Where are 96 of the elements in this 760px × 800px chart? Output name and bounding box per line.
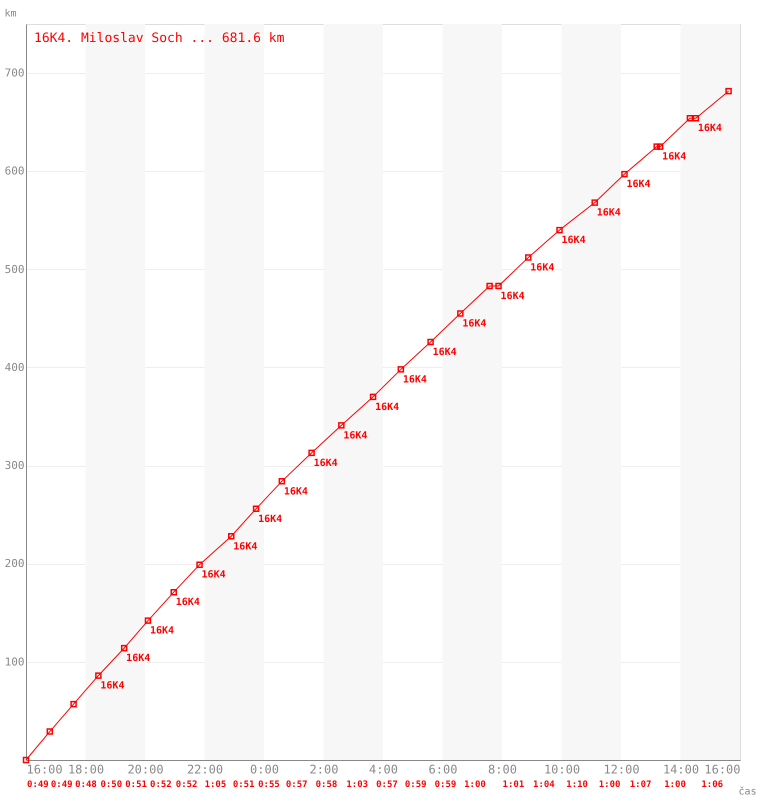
point bbox=[170, 588, 178, 596]
text: 16K4. Miloslav Soch ... 681.6 km bbox=[34, 31, 285, 46]
x-tick-label: 8:00 bbox=[488, 762, 517, 776]
point bbox=[486, 282, 493, 290]
text: 0:55 bbox=[258, 780, 280, 790]
x-tick-label: 0:00 bbox=[250, 762, 279, 776]
x-tick-label: 4:00 bbox=[369, 762, 398, 776]
point bbox=[556, 226, 563, 234]
point bbox=[495, 282, 502, 290]
annotation: 16K4 bbox=[530, 262, 554, 274]
point bbox=[252, 506, 260, 512]
y-tick-label: 500 bbox=[4, 262, 24, 276]
point bbox=[120, 644, 128, 652]
x-tick-label: 6:00 bbox=[428, 762, 458, 776]
y-tick-label: 200 bbox=[4, 557, 24, 570]
text: 1:00 bbox=[664, 780, 686, 790]
annotation: 16K4 bbox=[500, 291, 525, 302]
x-tick-label: 18:00 bbox=[68, 762, 104, 776]
annotation: 16K4 bbox=[100, 680, 124, 692]
point bbox=[692, 114, 700, 122]
annotation: 16K4 bbox=[375, 402, 400, 413]
point bbox=[308, 450, 315, 456]
text: 1:00 bbox=[598, 780, 620, 790]
text: 1:06 bbox=[701, 780, 724, 790]
annotation: 16K4 bbox=[314, 458, 338, 469]
annotation: 16K4 bbox=[626, 179, 651, 190]
text: 1:01 bbox=[502, 780, 524, 790]
text: 0:57 bbox=[286, 780, 308, 790]
annotation: 16K4 bbox=[698, 123, 722, 134]
point bbox=[525, 254, 532, 261]
point bbox=[725, 88, 732, 94]
point bbox=[70, 700, 77, 708]
annotation: 16K4 bbox=[150, 626, 174, 637]
y-tick-label: 700 bbox=[4, 66, 24, 80]
point bbox=[591, 199, 598, 206]
x-axis-title: čas bbox=[738, 786, 756, 798]
y-tick-label: 600 bbox=[4, 164, 24, 178]
annotation: 16K4 bbox=[176, 597, 200, 608]
y-axis-title: km bbox=[4, 8, 17, 20]
x-tick-label: 16:00 bbox=[704, 762, 740, 776]
point bbox=[656, 143, 664, 150]
point bbox=[427, 338, 434, 346]
x-tick-label: 10:00 bbox=[544, 762, 580, 776]
text: 0:51 bbox=[125, 780, 147, 790]
text: 0:59 bbox=[434, 780, 456, 790]
annotation: 16K4 bbox=[596, 208, 621, 219]
text: 0:49 bbox=[50, 780, 73, 790]
text: 0:58 bbox=[316, 780, 338, 790]
text: 0:48 bbox=[75, 780, 97, 790]
x-tick-label: 2:00 bbox=[310, 762, 338, 776]
x-tick-label: 20:00 bbox=[127, 762, 164, 776]
x-tick-label: 14:00 bbox=[662, 762, 700, 776]
point bbox=[653, 143, 660, 150]
point bbox=[228, 533, 235, 540]
text: 0:57 bbox=[376, 780, 398, 790]
point bbox=[144, 617, 152, 624]
annotation: 16K4 bbox=[402, 374, 427, 386]
point bbox=[196, 561, 203, 568]
annotation: 16K4 bbox=[258, 514, 282, 525]
point bbox=[278, 478, 286, 485]
text: 0:52 bbox=[150, 780, 172, 790]
text: 1:05 bbox=[204, 780, 226, 790]
point bbox=[22, 756, 30, 764]
annotation: 16K4 bbox=[462, 318, 486, 330]
text: 1:03 bbox=[346, 780, 368, 790]
point bbox=[95, 672, 102, 679]
text: 1:00 bbox=[464, 780, 486, 790]
annotation: 16K4 bbox=[562, 235, 586, 246]
text: 1:10 bbox=[566, 780, 588, 790]
annotation: 16K4 bbox=[662, 152, 686, 163]
y-tick-label: 100 bbox=[4, 655, 24, 668]
annotation: 16K4 bbox=[343, 430, 368, 442]
point bbox=[621, 170, 628, 178]
text: 0:59 bbox=[404, 780, 427, 790]
text: 0:52 bbox=[176, 780, 198, 790]
point bbox=[46, 728, 54, 735]
text: 1:07 bbox=[630, 780, 652, 790]
x-tick-label: 12:00 bbox=[603, 762, 640, 776]
y-tick-label: 300 bbox=[4, 459, 24, 472]
text: 0:51 bbox=[232, 780, 255, 790]
point bbox=[457, 310, 464, 317]
point bbox=[686, 114, 694, 122]
annotation: 16K4 bbox=[202, 570, 226, 581]
x-tick-label: 16:00 bbox=[26, 762, 63, 776]
annotation: 16K4 bbox=[233, 541, 258, 552]
text: 0:49 bbox=[27, 780, 49, 790]
x-tick-label: 22:00 bbox=[186, 762, 224, 776]
y-tick-label: 400 bbox=[4, 360, 24, 374]
annotation: 16K4 bbox=[284, 486, 308, 498]
annotation: 16K4 bbox=[432, 346, 457, 358]
annotation: 16K4 bbox=[126, 653, 150, 664]
point bbox=[398, 366, 404, 373]
text: 1:04 bbox=[533, 780, 556, 790]
text: 0:50 bbox=[100, 780, 122, 790]
point bbox=[338, 422, 345, 429]
point bbox=[370, 394, 376, 400]
